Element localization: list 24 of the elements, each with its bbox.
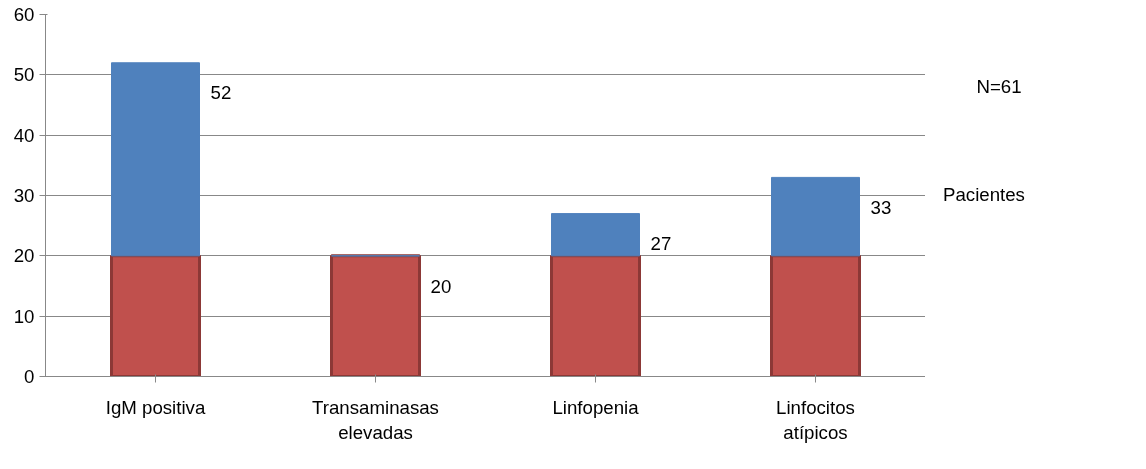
- total-label: 27: [650, 233, 672, 255]
- x-tick-label: Transaminasas elevadas: [312, 396, 439, 443]
- y-tick-label: 60: [13, 4, 35, 25]
- bar: [550, 254, 641, 377]
- y-tick-label: 20: [13, 245, 35, 267]
- bar: [551, 213, 640, 257]
- text: N=61: [976, 76, 1022, 98]
- total-label: 33: [870, 197, 892, 219]
- bar: [770, 254, 861, 377]
- bar: [330, 254, 421, 377]
- x-tick-label: Linfocitos atípicos: [776, 396, 855, 443]
- x-tick-label: IgM positiva: [105, 396, 206, 418]
- bar: [111, 62, 200, 257]
- y-tick-label: 50: [13, 64, 35, 86]
- y-tick-label: 0: [24, 366, 35, 387]
- y-tick-label: 30: [13, 185, 35, 206]
- y-tick-label: 40: [13, 124, 35, 146]
- bar: [771, 176, 860, 257]
- y-tick-label: 10: [13, 305, 35, 327]
- total-label: 52: [210, 82, 232, 104]
- bar: [110, 254, 201, 377]
- text: Pacientes: [943, 184, 1025, 206]
- total-label: 20: [430, 275, 452, 297]
- x-tick-label: Linfopenia: [552, 396, 640, 418]
